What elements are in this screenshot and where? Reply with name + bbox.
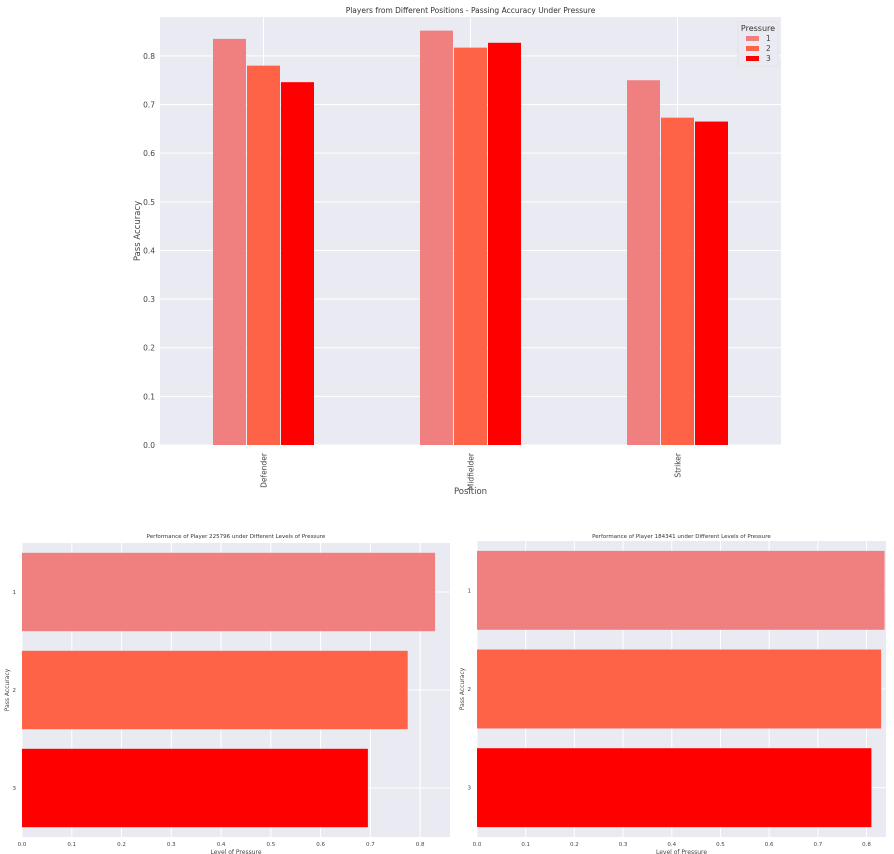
bar-defender-pressure-2 — [247, 65, 280, 446]
y-tick-label: 3 — [13, 786, 17, 792]
legend-box — [737, 21, 779, 67]
player-225796-chart: Performance of Player 225796 under Diffe… — [4, 534, 450, 854]
main-chart: Players from Different Positions - Passi… — [133, 6, 781, 497]
y-tick-label: 0.3 — [143, 295, 155, 304]
x-tick-label: 0.1 — [521, 842, 530, 848]
x-tick-label: 0.1 — [67, 842, 76, 848]
bar-striker-pressure-3 — [695, 121, 728, 446]
y-tick-label: 1 — [13, 590, 17, 596]
y-axis-label: Pass Accuracy — [133, 201, 143, 261]
y-tick-label: 1 — [468, 588, 472, 594]
bar-midfielder-pressure-2 — [454, 47, 487, 446]
y-tick-label: 0.1 — [143, 392, 155, 401]
x-tick-label: 0.2 — [570, 842, 579, 848]
bar-pressure-2 — [22, 650, 408, 730]
x-tick-label: 0.6 — [765, 842, 774, 848]
x-tick-label: 0.5 — [716, 842, 725, 848]
x-tick-label: Defender — [260, 452, 269, 488]
x-tick-label: 0.7 — [366, 842, 375, 848]
legend-label: 2 — [766, 44, 771, 53]
x-axis-label: Position — [454, 487, 487, 497]
player-184341-chart: Performance of Player 184341 under Diffe… — [459, 534, 886, 854]
chart-title: Players from Different Positions - Passi… — [346, 6, 596, 15]
legend-title: Pressure — [741, 24, 775, 33]
bar-pressure-3 — [477, 748, 872, 828]
y-tick-label: 3 — [468, 786, 472, 792]
bar-pressure-3 — [22, 748, 368, 828]
y-tick-label: 2 — [13, 688, 17, 694]
y-tick-label: 0.8 — [143, 52, 155, 61]
legend-label: 3 — [766, 54, 771, 63]
bar-midfielder-pressure-1 — [420, 30, 453, 445]
x-tick-label: 0.8 — [416, 842, 425, 848]
x-tick-label: 0.6 — [316, 842, 325, 848]
x-tick-label: Striker — [674, 452, 683, 478]
bar-striker-pressure-2 — [661, 117, 694, 445]
y-tick-label: 0.2 — [143, 344, 155, 353]
x-tick-label: Midfielder — [467, 452, 476, 490]
bar-striker-pressure-1 — [627, 80, 660, 446]
y-tick-label: 0.5 — [143, 198, 155, 207]
x-tick-label: 0.3 — [167, 842, 176, 848]
bar-pressure-1 — [22, 552, 436, 632]
x-tick-label: 0.0 — [18, 842, 27, 848]
x-tick-label: 0.0 — [473, 842, 482, 848]
y-tick-label: 0.7 — [143, 101, 155, 110]
x-axis-label: Level of Pressure — [210, 849, 261, 854]
x-tick-label: 0.5 — [266, 842, 275, 848]
y-axis-label: Pass Accuracy — [4, 668, 11, 711]
y-tick-label: 0.4 — [143, 246, 155, 255]
x-tick-label: 0.8 — [862, 842, 871, 848]
y-tick-label: 0.0 — [143, 441, 155, 450]
x-tick-label: 0.4 — [217, 842, 226, 848]
x-tick-label: 0.3 — [619, 842, 628, 848]
legend-label: 1 — [766, 34, 771, 43]
x-tick-label: 0.4 — [667, 842, 676, 848]
legend-swatch-2 — [746, 46, 759, 51]
chart-title: Performance of Player 225796 under Diffe… — [147, 534, 326, 540]
x-tick-label: 0.7 — [813, 842, 822, 848]
x-axis-label: Level of Pressure — [656, 849, 707, 854]
bar-midfielder-pressure-3 — [488, 42, 521, 445]
bar-pressure-2 — [477, 649, 882, 729]
y-axis-label: Pass Accuracy — [459, 667, 466, 710]
y-tick-label: 0.6 — [143, 149, 155, 158]
bar-defender-pressure-3 — [281, 82, 314, 445]
bar-pressure-1 — [477, 550, 885, 630]
legend-swatch-1 — [746, 36, 759, 41]
x-tick-label: 0.2 — [117, 842, 126, 848]
chart-title: Performance of Player 184341 under Diffe… — [592, 534, 771, 540]
legend-swatch-3 — [746, 56, 759, 61]
y-tick-label: 2 — [468, 687, 472, 693]
bar-defender-pressure-1 — [213, 38, 246, 446]
